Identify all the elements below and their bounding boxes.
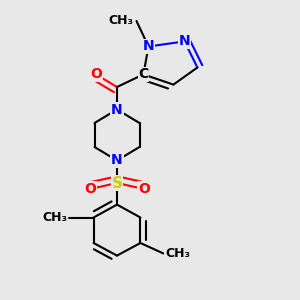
Text: CH₃: CH₃ (109, 14, 134, 28)
Text: CH₃: CH₃ (165, 247, 190, 260)
Text: S: S (112, 176, 122, 190)
Text: CH₃: CH₃ (43, 211, 68, 224)
Text: N: N (111, 103, 123, 116)
Text: N: N (143, 40, 154, 53)
Text: C: C (138, 68, 148, 81)
Text: O: O (84, 182, 96, 196)
Text: O: O (138, 182, 150, 196)
Text: N: N (179, 34, 190, 48)
Text: O: O (90, 68, 102, 81)
Text: N: N (111, 154, 123, 167)
